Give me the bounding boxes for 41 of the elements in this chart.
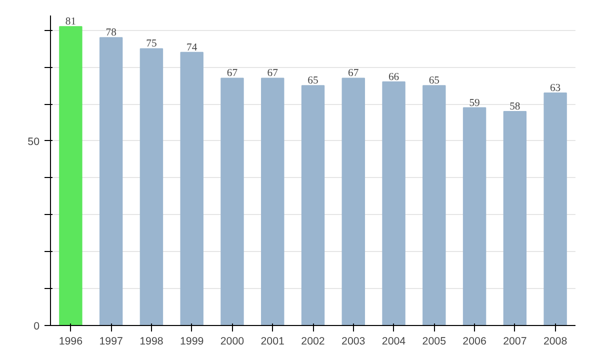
data-label: 63 <box>550 83 561 94</box>
x-tick-label: 2000 <box>220 336 244 348</box>
data-label: 65 <box>308 76 318 87</box>
x-tick-label: 2007 <box>503 336 527 348</box>
data-label: 67 <box>267 68 279 80</box>
data-label: 59 <box>469 98 480 109</box>
bar <box>140 48 164 326</box>
data-label: 74 <box>186 42 198 54</box>
data-label: 78 <box>106 28 116 39</box>
data-label: 81 <box>65 16 76 28</box>
bar <box>99 37 123 326</box>
bar <box>261 78 284 326</box>
x-tick-label: 1996 <box>58 336 83 348</box>
bar <box>220 78 244 326</box>
x-tick-label: 2001 <box>260 336 285 348</box>
x-tick-label: 2006 <box>462 336 486 348</box>
x-tick-label: 2004 <box>382 336 406 348</box>
data-label: 58 <box>510 101 520 112</box>
data-label: 67 <box>348 68 360 80</box>
bar <box>462 107 486 326</box>
y-tick-label: 0 <box>34 320 40 332</box>
bar <box>301 85 325 326</box>
bar <box>59 26 82 326</box>
data-label: 66 <box>388 72 400 83</box>
x-tick-label: 2008 <box>543 336 568 348</box>
bar <box>503 110 527 326</box>
x-tick-label: 2002 <box>301 336 325 348</box>
x-tick-label: 2003 <box>342 336 366 348</box>
x-tick-label: 2005 <box>422 336 446 348</box>
bar <box>422 85 446 326</box>
data-label: 67 <box>226 68 238 80</box>
bar <box>180 52 204 326</box>
x-tick-label: 1999 <box>180 336 204 348</box>
data-label: 75 <box>146 38 157 50</box>
x-tick-label: 1998 <box>140 336 164 348</box>
bar <box>544 92 567 326</box>
y-tick-label: 50 <box>28 136 40 148</box>
data-label: 65 <box>428 76 440 87</box>
bar <box>342 78 365 326</box>
bar <box>382 81 406 326</box>
x-tick-label: 1997 <box>99 336 124 348</box>
